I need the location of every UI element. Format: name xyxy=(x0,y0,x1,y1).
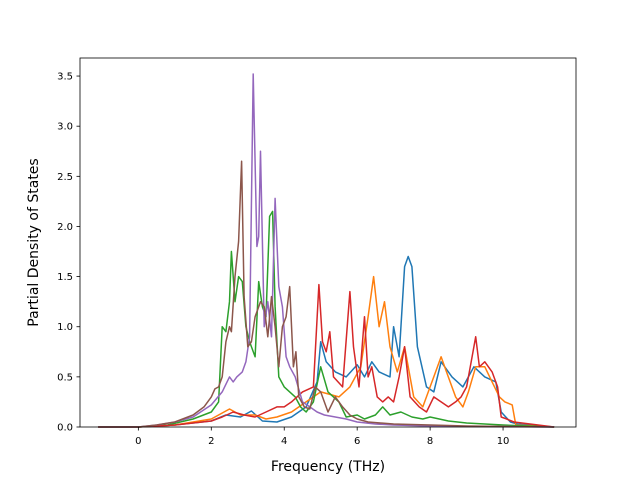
y-tick-label: 2.0 xyxy=(57,222,73,233)
series-line-3 xyxy=(98,210,555,428)
y-axis-label: Partial Density of States xyxy=(26,158,42,326)
y-tick-label: 0.5 xyxy=(57,372,73,383)
y-tick-label: 3.5 xyxy=(57,72,73,83)
x-axis-label: Frequency (THz) xyxy=(271,459,385,475)
series-line-2 xyxy=(98,275,555,428)
series-layer xyxy=(98,73,555,428)
x-tick-label: 10 xyxy=(497,436,510,447)
axes-frame xyxy=(79,57,577,428)
x-axis: 0 2 4 6 8 10 xyxy=(135,427,509,447)
x-tick-label: 0 xyxy=(135,436,141,447)
plot-area xyxy=(79,57,577,428)
y-tick-label: 3.0 xyxy=(57,122,73,133)
y-tick-label: 0.0 xyxy=(57,423,73,434)
y-axis: 0.0 0.5 1.0 1.5 2.0 2.5 3.0 3.5 xyxy=(57,72,80,434)
x-tick-label: 2 xyxy=(208,436,214,447)
series-line-6 xyxy=(98,160,555,428)
y-tick-label: 1.5 xyxy=(57,272,73,283)
x-tick-label: 4 xyxy=(281,436,287,447)
y-tick-label: 2.5 xyxy=(57,172,73,183)
x-tick-label: 8 xyxy=(427,436,433,447)
y-tick-label: 1.0 xyxy=(57,322,73,333)
series-line-5 xyxy=(98,73,555,428)
series-line-4 xyxy=(98,283,555,428)
x-tick-label: 6 xyxy=(354,436,360,447)
